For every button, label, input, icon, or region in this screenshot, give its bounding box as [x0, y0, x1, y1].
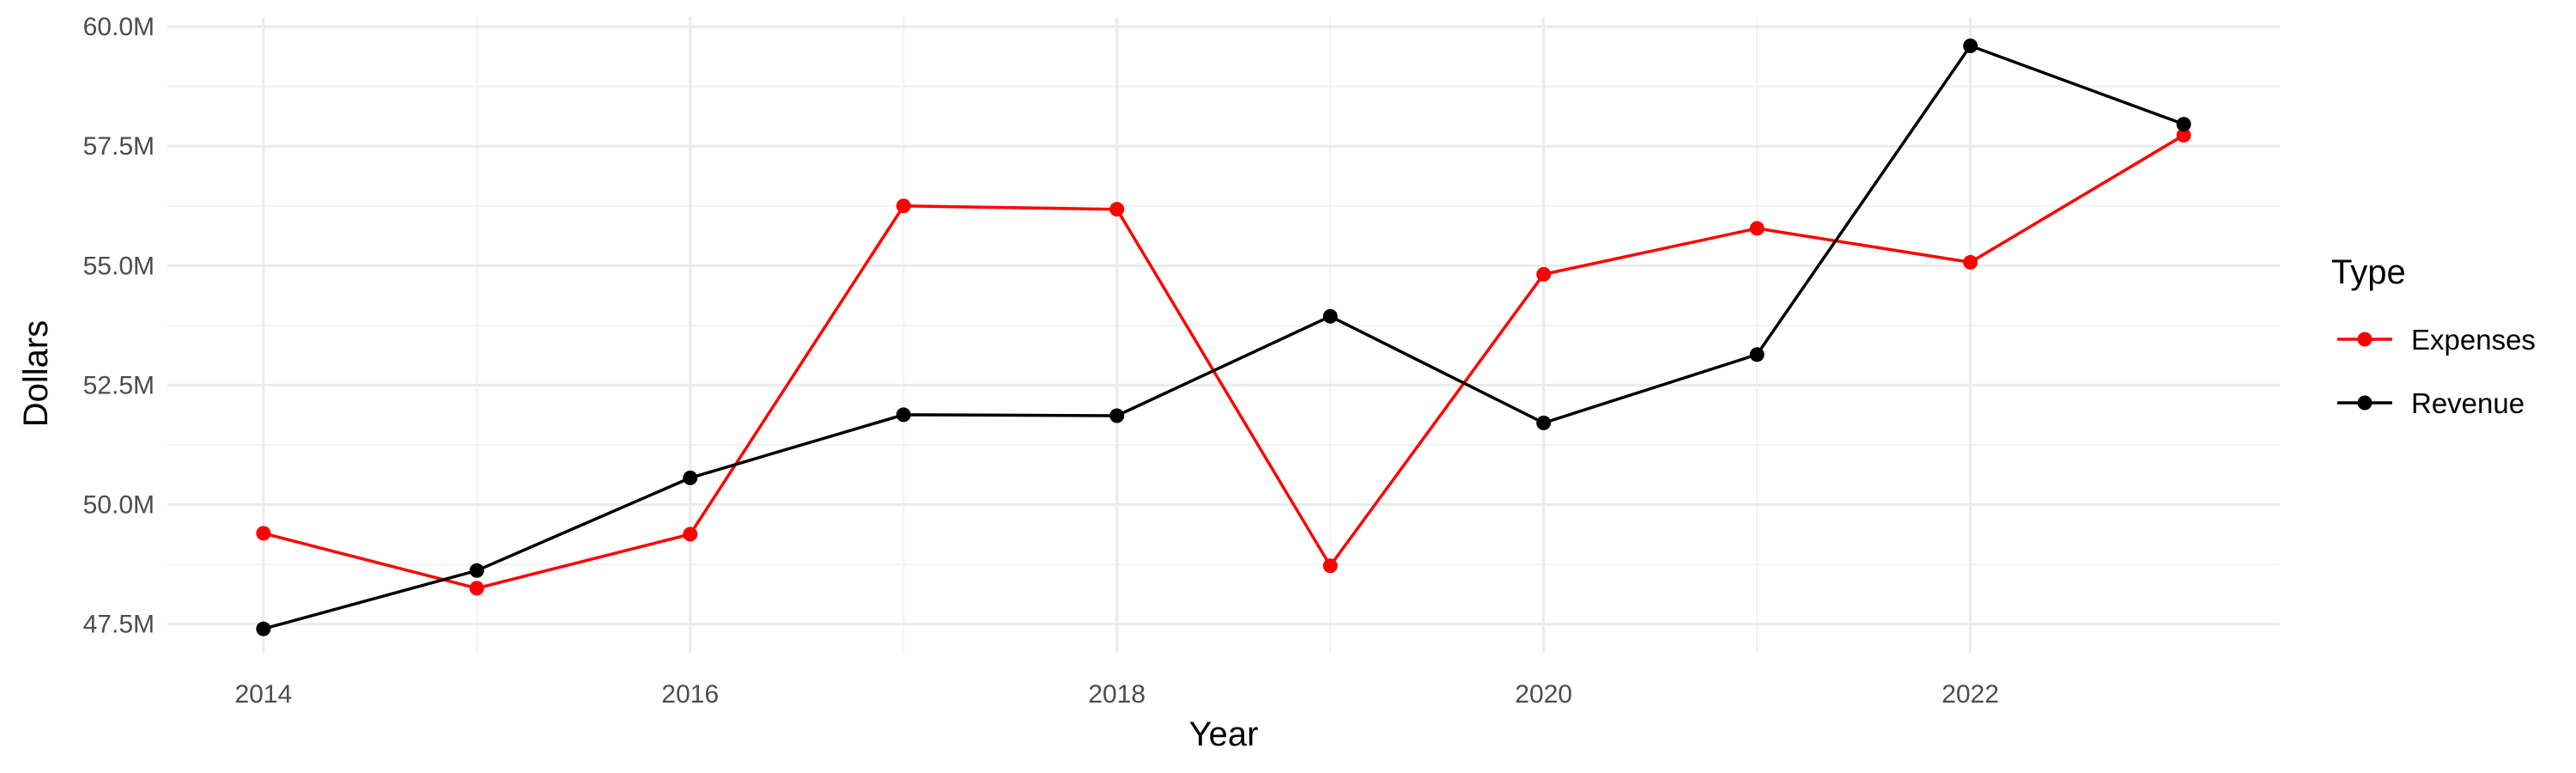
- x-tick-label: 2020: [1515, 680, 1572, 709]
- legend-items: Expenses Revenue: [2337, 324, 2536, 419]
- x-tick-label: 2014: [234, 680, 292, 709]
- legend-item-revenue: Revenue: [2337, 387, 2524, 419]
- expenses-point: [683, 526, 698, 542]
- revenue-point: [1749, 347, 1765, 362]
- series-revenue: [256, 38, 2191, 636]
- legend-label: Expenses: [2411, 324, 2536, 356]
- y-tick-label: 55.0M: [83, 252, 155, 280]
- expenses-point: [256, 526, 271, 541]
- expenses-point: [1322, 558, 1338, 574]
- expenses-line: [263, 133, 2185, 590]
- revenue-point: [896, 407, 911, 423]
- x-tick-label: 2016: [661, 680, 719, 709]
- legend: Type Expenses Revenue: [2331, 253, 2536, 419]
- revenue-point: [1109, 408, 1125, 423]
- legend-title: Type: [2331, 253, 2406, 291]
- y-tick-label: 52.5M: [83, 371, 155, 399]
- major-gridlines: [167, 17, 2280, 653]
- series-expenses: [256, 127, 2191, 596]
- revenue-point: [683, 470, 698, 485]
- legend-key-point: [2357, 332, 2372, 347]
- legend-item-expenses: Expenses: [2337, 324, 2536, 356]
- legend-label: Revenue: [2411, 387, 2524, 419]
- legend-key-point: [2357, 395, 2372, 411]
- revenue-point: [469, 563, 484, 578]
- expenses-point: [1536, 266, 1552, 282]
- expenses-point: [896, 198, 911, 214]
- x-tick-label: 2018: [1088, 680, 1145, 709]
- revenue-point: [1963, 38, 1978, 53]
- y-axis-tick-labels: 47.5M 50.0M 52.5M 55.0M 57.5M 60.0M: [83, 13, 155, 638]
- revenue-line: [263, 44, 2184, 630]
- y-axis-title: Dollars: [17, 320, 55, 427]
- y-tick-label: 47.5M: [83, 611, 155, 639]
- y-tick-label: 57.5M: [83, 132, 155, 161]
- series-layer: [256, 38, 2191, 636]
- expenses-point: [1963, 254, 1978, 270]
- revenue-point: [2176, 117, 2191, 132]
- y-tick-label: 50.0M: [83, 491, 155, 520]
- revenue-point: [256, 621, 271, 636]
- x-tick-label: 2022: [1941, 680, 1999, 709]
- x-axis-title: Year: [1189, 715, 1259, 753]
- expenses-point: [1749, 221, 1765, 236]
- expenses-point: [1109, 202, 1125, 217]
- y-tick-label: 60.0M: [83, 13, 155, 41]
- revenue-point: [1322, 308, 1338, 324]
- expenses-point: [2176, 127, 2191, 143]
- revenue-point: [1536, 415, 1552, 430]
- expenses-point: [469, 581, 484, 596]
- x-axis-tick-labels: 2014 2016 2018 2020 2022: [234, 680, 1999, 709]
- minor-gridlines: [167, 17, 2280, 653]
